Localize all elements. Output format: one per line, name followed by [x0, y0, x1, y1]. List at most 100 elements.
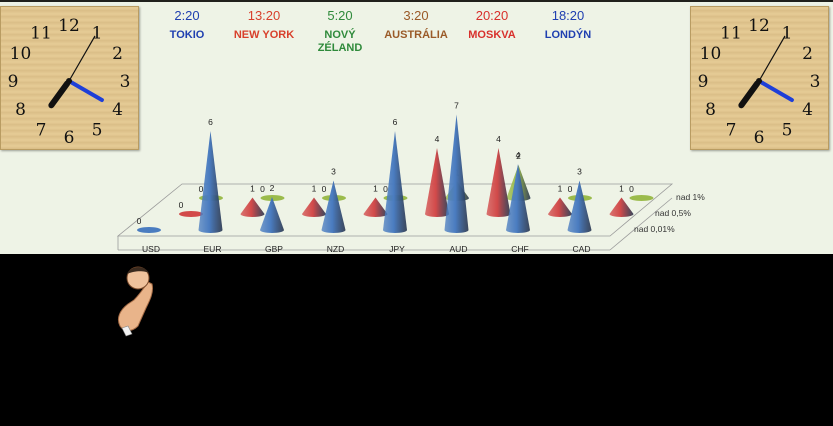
data-label: 2 — [270, 183, 275, 193]
chart-cone — [444, 114, 469, 234]
chart-cone — [260, 197, 284, 233]
chart-cone — [198, 131, 223, 234]
data-label: 1 — [558, 184, 563, 194]
category-label: AUD — [450, 244, 468, 254]
data-label: 0 — [568, 184, 573, 194]
clock-numeral: 3 — [810, 72, 821, 92]
clock-center-pin — [66, 78, 72, 84]
chart-cone-base — [629, 195, 654, 201]
time-value: 13:20 — [247, 8, 281, 23]
chart-cone — [567, 180, 592, 234]
series-depth-label: nad 0,01% — [634, 224, 675, 234]
clock-numeral: 12 — [58, 16, 80, 36]
data-label: 1 — [619, 184, 624, 194]
clock-numeral: 1 — [782, 24, 793, 44]
clock-numeral: 11 — [720, 24, 742, 44]
chart-cone-base — [260, 195, 285, 201]
chart-cone — [302, 197, 326, 217]
data-label: 4 — [435, 134, 440, 144]
data-label: 1 — [373, 184, 378, 194]
data-label: 6 — [393, 117, 398, 127]
top-border — [0, 0, 833, 2]
data-label: 0 — [199, 184, 204, 194]
clock-numeral: 5 — [782, 120, 793, 140]
chart-cone — [383, 131, 407, 233]
data-label: 0 — [629, 184, 634, 194]
clock-numeral: 2 — [112, 44, 123, 64]
clock-numeral: 10 — [10, 44, 32, 64]
data-label: 4 — [496, 134, 501, 144]
chart-cone — [506, 164, 530, 233]
city-time-moskva: 20:20 MOSKVA — [454, 8, 530, 42]
clock-numeral: 5 — [92, 120, 103, 140]
city-name: NOVÝ ZÉLAND — [317, 29, 363, 54]
data-label: 3 — [577, 167, 582, 177]
chart-cone — [548, 197, 572, 217]
city-time-australia: 3:20 AUSTRÁLIA — [378, 8, 454, 42]
clock-numeral: 9 — [8, 72, 19, 92]
chart-cone — [486, 148, 511, 217]
clock-numeral: 6 — [64, 128, 75, 148]
data-label: 0 — [137, 216, 142, 226]
clock-numeral: 8 — [705, 100, 716, 120]
time-value: 20:20 — [475, 8, 509, 23]
chart-cone — [240, 197, 265, 217]
city-time-tokio: 2:20 TOKIO — [149, 8, 225, 42]
data-label: 0 — [322, 184, 327, 194]
clock-hour-hand — [738, 80, 761, 109]
data-label: 1 — [312, 184, 317, 194]
data-label: 7 — [454, 101, 459, 111]
clock-minute-hand — [67, 79, 104, 102]
city-name: MOSKVA — [468, 29, 516, 41]
data-label: 1 — [250, 184, 255, 194]
clock-numeral: 3 — [120, 72, 131, 92]
clock-numeral: 9 — [698, 72, 709, 92]
category-label: USD — [142, 244, 160, 254]
clock-numeral: 6 — [754, 128, 765, 148]
category-label: GBP — [265, 244, 283, 254]
chart-cone — [609, 197, 634, 217]
city-name: NEW YORK — [233, 29, 295, 41]
category-label: JPY — [389, 244, 405, 254]
chart-cone — [425, 148, 449, 217]
currency-volatility-chart: nad 0,01% nad 0,5% nad 1% USD EUR GBP NZD JPY AU… — [116, 101, 705, 254]
clock-minute-hand — [757, 79, 794, 102]
time-value: 5:20 — [327, 8, 353, 23]
city-name: TOKIO — [169, 29, 205, 41]
pointing-hand-icon — [117, 266, 153, 337]
time-value: 3:20 — [403, 8, 429, 23]
data-label: 2 — [516, 151, 521, 161]
clock-numeral: 4 — [112, 100, 123, 120]
city-name: LONDÝN — [544, 29, 592, 41]
clock-numeral: 11 — [30, 24, 52, 44]
data-label: 0 — [383, 184, 388, 194]
data-label: 6 — [208, 117, 213, 127]
data-label: 0 — [260, 184, 265, 194]
chart-cone — [363, 197, 388, 217]
chart-cone-base — [137, 227, 161, 233]
analog-clock-left: 12 1 2 3 4 5 6 7 8 9 10 11 — [0, 6, 139, 150]
city-name: AUSTRÁLIA — [384, 29, 448, 41]
clock-numeral: 7 — [726, 120, 737, 140]
time-value: 18:20 — [551, 8, 585, 23]
city-time-new-york: 13:20 NEW YORK — [226, 8, 302, 42]
clock-numeral: 12 — [748, 16, 770, 36]
category-label: EUR — [204, 244, 222, 254]
clock-numeral: 2 — [802, 44, 813, 64]
clock-numeral: 10 — [700, 44, 722, 64]
city-time-novy-zeland: 5:20 NOVÝ ZÉLAND — [302, 8, 378, 55]
clock-hour-hand — [48, 80, 71, 109]
data-label: 3 — [331, 167, 336, 177]
series-depth-label: nad 0,5% — [655, 208, 691, 218]
clock-second-hand — [758, 35, 786, 82]
series-depth-label: nad 1% — [676, 192, 705, 202]
category-label: NZD — [327, 244, 344, 254]
currency-dashboard-panel: 12 1 2 3 4 5 6 7 8 9 10 11 12 1 2 3 4 5 6 7 8 9 10 11 2:20 TOK… — [0, 0, 833, 254]
analog-clock-right: 12 1 2 3 4 5 6 7 8 9 10 11 — [690, 6, 829, 150]
time-value: 2:20 — [174, 8, 200, 23]
chart-cone — [321, 180, 346, 234]
category-label: CHF — [511, 244, 528, 254]
clock-numeral: 4 — [802, 100, 813, 120]
